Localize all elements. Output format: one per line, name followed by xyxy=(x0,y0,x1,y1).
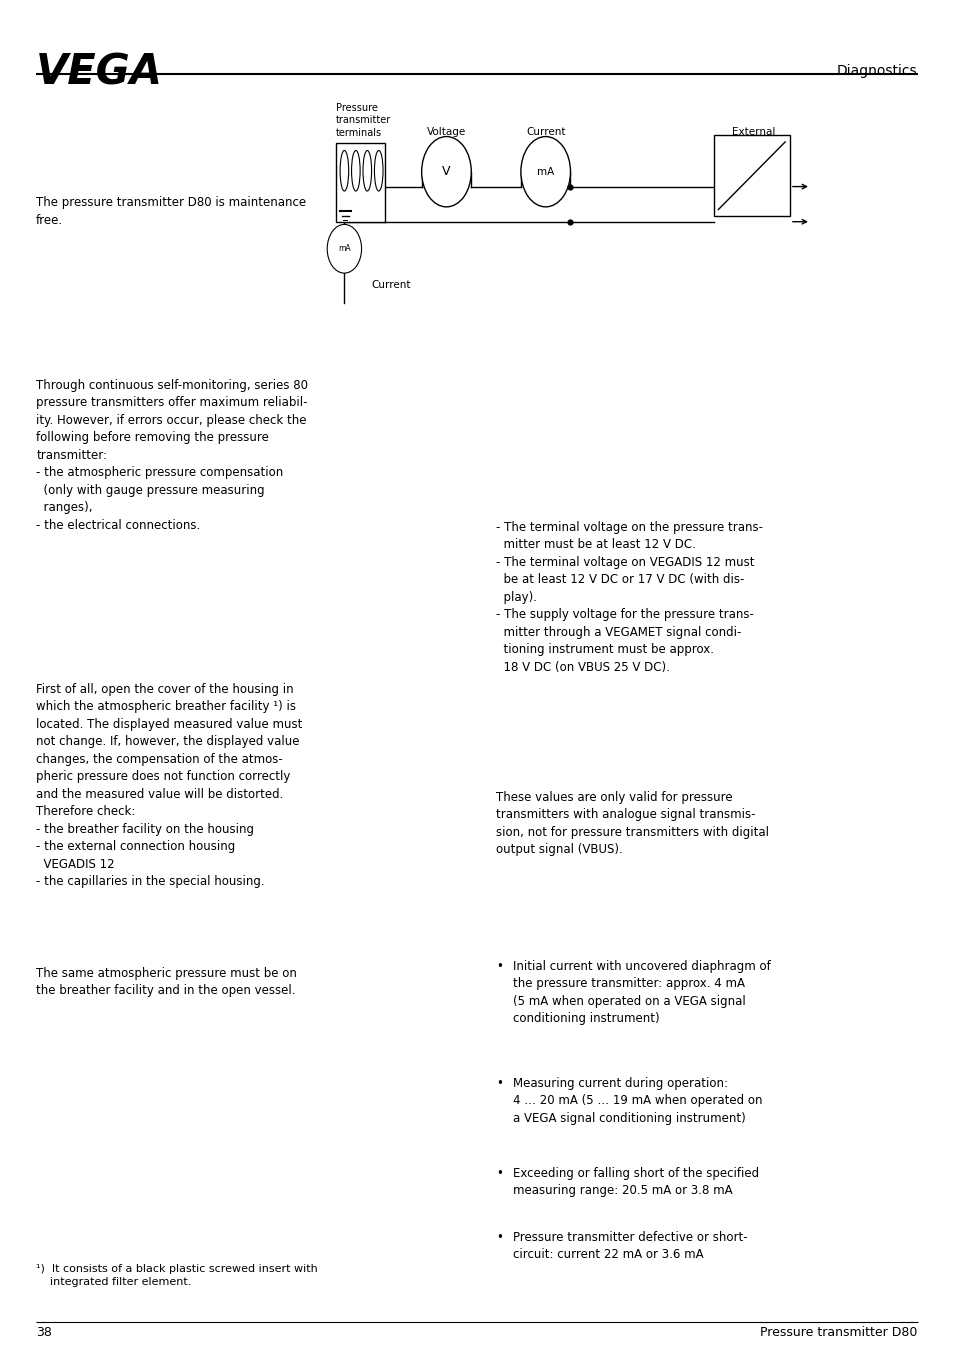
Text: Diagnostics: Diagnostics xyxy=(836,64,917,77)
Text: ¹)  It consists of a black plastic screwed insert with
    integrated filter ele: ¹) It consists of a black plastic screwe… xyxy=(36,1264,317,1287)
Text: V: V xyxy=(442,165,450,178)
Text: Through continuous self-monitoring, series 80
pressure transmitters offer maximu: Through continuous self-monitoring, seri… xyxy=(36,379,308,531)
Circle shape xyxy=(421,137,471,207)
Text: Current: Current xyxy=(525,127,565,137)
Ellipse shape xyxy=(374,150,383,191)
Text: Voltage: Voltage xyxy=(426,127,466,137)
Circle shape xyxy=(520,137,570,207)
Text: The pressure transmitter D80 is maintenance
free.: The pressure transmitter D80 is maintena… xyxy=(36,196,306,227)
Text: The same atmospheric pressure must be on
the breather facility and in the open v: The same atmospheric pressure must be on… xyxy=(36,967,296,998)
Bar xyxy=(335,143,385,222)
Circle shape xyxy=(327,224,361,273)
Text: Pressure transmitter D80: Pressure transmitter D80 xyxy=(760,1326,917,1340)
Text: Exceeding or falling short of the specified
measuring range: 20.5 mA or 3.8 mA: Exceeding or falling short of the specif… xyxy=(513,1167,759,1198)
Text: •: • xyxy=(496,1167,502,1180)
Text: - The terminal voltage on the pressure trans-
  mitter must be at least 12 V DC.: - The terminal voltage on the pressure t… xyxy=(496,521,762,673)
Text: 38: 38 xyxy=(36,1326,52,1340)
Text: mA: mA xyxy=(337,245,351,253)
Text: Pressure
transmitter
terminals: Pressure transmitter terminals xyxy=(335,103,391,138)
Text: •: • xyxy=(496,960,502,973)
Text: Initial current with uncovered diaphragm of
the pressure transmitter: approx. 4 : Initial current with uncovered diaphragm… xyxy=(513,960,770,1025)
Text: These values are only valid for pressure
transmitters with analogue signal trans: These values are only valid for pressure… xyxy=(496,791,768,856)
Text: VEGA: VEGA xyxy=(36,51,163,93)
Text: •: • xyxy=(496,1230,502,1244)
Bar xyxy=(713,135,789,216)
Ellipse shape xyxy=(351,150,359,191)
Text: •: • xyxy=(496,1076,502,1090)
Text: First of all, open the cover of the housing in
which the atmospheric breather fa: First of all, open the cover of the hous… xyxy=(36,683,302,888)
Text: Current: Current xyxy=(371,280,410,289)
Text: Measuring current during operation:
4 … 20 mA (5 … 19 mA when operated on
a VEGA: Measuring current during operation: 4 … … xyxy=(513,1076,762,1125)
Text: mA: mA xyxy=(537,166,554,177)
Text: External
energy source: External energy source xyxy=(716,127,790,150)
Ellipse shape xyxy=(362,150,372,191)
Text: Pressure transmitter defective or short-
circuit: current 22 mA or 3.6 mA: Pressure transmitter defective or short-… xyxy=(513,1230,747,1261)
Ellipse shape xyxy=(339,150,349,191)
